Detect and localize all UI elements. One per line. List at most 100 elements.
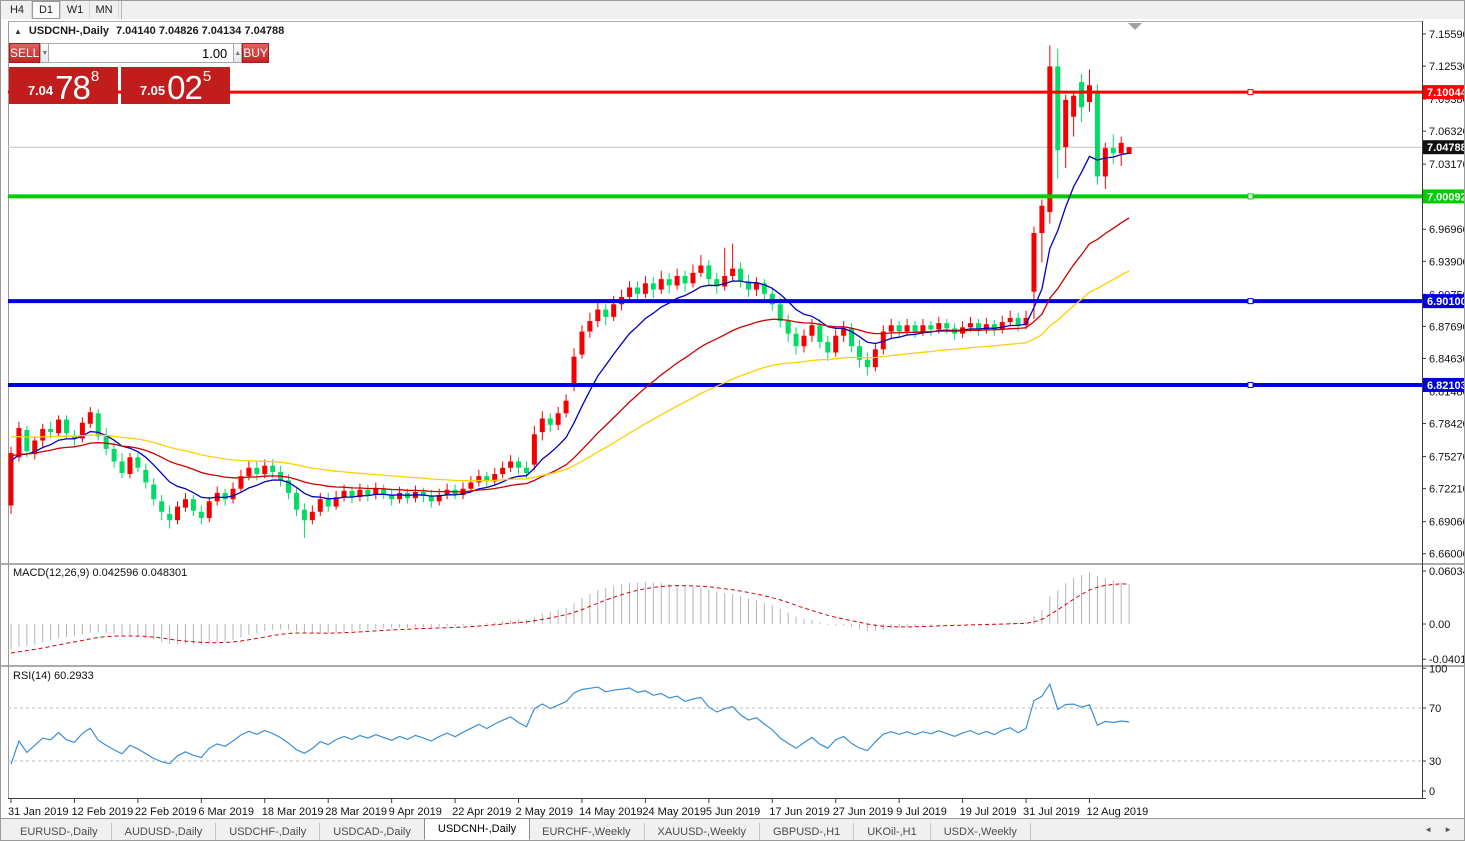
svg-text:22 Feb 2019: 22 Feb 2019: [135, 806, 197, 818]
sell-price-big: 78: [55, 68, 91, 106]
svg-text:6.66000: 6.66000: [1429, 549, 1465, 561]
ma-fast-line: [10, 152, 1130, 500]
buy-price-small: 7.05: [139, 83, 166, 98]
macd-histogram: [10, 571, 1130, 650]
volume-down-icon[interactable]: ▼: [40, 43, 50, 63]
svg-text:100: 100: [1429, 663, 1447, 675]
svg-text:19 Jul 2019: 19 Jul 2019: [960, 806, 1017, 818]
volume-input[interactable]: [49, 43, 234, 63]
svg-text:7.04788: 7.04788: [1427, 142, 1465, 154]
chart-tab-xauusd-weekly[interactable]: XAUUSD-,Weekly: [645, 823, 760, 840]
chart-ohlc: 7.04140 7.04826 7.04134 7.04788: [116, 25, 285, 37]
svg-text:6.96960: 6.96960: [1429, 224, 1465, 236]
chart-tab-usdchf-daily[interactable]: USDCHF-,Daily: [216, 823, 321, 840]
timeframe-button-H4[interactable]: H4: [3, 1, 32, 19]
svg-text:6.82103: 6.82103: [1427, 380, 1465, 392]
autoscroll-marker-icon[interactable]: [1128, 23, 1142, 30]
svg-text:5 Jun 2019: 5 Jun 2019: [706, 806, 760, 818]
timeframe-button-W1[interactable]: W1: [61, 1, 90, 19]
line-drag-handle[interactable]: [1247, 381, 1254, 388]
line-drag-handle[interactable]: [1247, 193, 1254, 200]
svg-text:6 Mar 2019: 6 Mar 2019: [198, 806, 254, 818]
svg-text:2 May 2019: 2 May 2019: [516, 806, 573, 818]
svg-text:31 Jan 2019: 31 Jan 2019: [8, 806, 69, 818]
svg-text:6.93900: 6.93900: [1429, 256, 1465, 268]
chart-tab-usdcnh-daily[interactable]: USDCNH-,Daily: [423, 818, 531, 840]
chart-tab-eurusd-daily[interactable]: EURUSD-,Daily: [7, 823, 112, 840]
svg-text:7.10044: 7.10044: [1427, 87, 1465, 99]
one-click-trading-widget: SELL ▼ ▲ BUY 7.04 78 8 7.05 02 5: [9, 43, 269, 104]
chart-canvas[interactable]: 7.155907.125307.093807.063207.031707.001…: [1, 19, 1465, 821]
time-axis[interactable]: 31 Jan 2019 12 Feb 2019 22 Feb 2019 6 Mar 2…: [8, 798, 1148, 818]
tab-scroll-right-icon[interactable]: ►: [1444, 825, 1452, 834]
svg-text:0.00: 0.00: [1429, 619, 1450, 631]
level-price-badge: [1423, 85, 1464, 100]
tab-scroll-left-icon[interactable]: ◄: [1424, 825, 1433, 834]
buy-price-box[interactable]: 7.05 02 5: [121, 67, 230, 104]
svg-text:6.78420: 6.78420: [1429, 419, 1465, 431]
svg-text:12 Feb 2019: 12 Feb 2019: [71, 806, 133, 818]
svg-text:0: 0: [1429, 786, 1435, 798]
svg-text:7.00092: 7.00092: [1427, 191, 1465, 203]
macd-signal-line: [10, 583, 1130, 654]
panel-splitter: [1, 563, 1464, 565]
buy-price-big: 02: [167, 68, 203, 106]
chart-title: USDCNH-,Daily: [28, 25, 109, 37]
chart-tab-usdcad-daily[interactable]: USDCAD-,Daily: [320, 823, 425, 840]
timeframe-button-D1[interactable]: D1: [32, 1, 61, 19]
volume-up-icon[interactable]: ▲: [233, 43, 243, 63]
buy-button[interactable]: BUY: [242, 43, 269, 63]
level-price-badge: [1423, 294, 1464, 309]
ma-medium-line: [10, 217, 1130, 493]
svg-text:24 May 2019: 24 May 2019: [642, 806, 706, 818]
svg-text:9 Jul 2019: 9 Jul 2019: [896, 806, 947, 818]
svg-text:0.060343: 0.060343: [1429, 566, 1465, 578]
ma-slow-line: [10, 270, 1130, 482]
rsi-line: [10, 682, 1130, 765]
level-price-badge: [1423, 189, 1464, 204]
timeframe-button-MN[interactable]: MN: [90, 1, 119, 19]
chart-tab-audusd-daily[interactable]: AUDUSD-,Daily: [112, 823, 217, 840]
chart-tab-bar: EURUSD-,Daily AUDUSD-,Daily USDCHF-,Daily U…: [1, 818, 1464, 840]
buy-price-sup: 5: [202, 68, 212, 85]
macd-indicator-label: MACD(12,26,9) 0.042596 0.048301: [13, 567, 188, 579]
svg-text:12 Aug 2019: 12 Aug 2019: [1086, 806, 1148, 818]
line-drag-handle[interactable]: [1247, 89, 1254, 96]
toolbar-separator: [121, 1, 122, 19]
svg-text:31 Jul 2019: 31 Jul 2019: [1023, 806, 1080, 818]
svg-text:70: 70: [1429, 703, 1441, 715]
sell-price-box[interactable]: 7.04 78 8: [9, 67, 118, 104]
collapse-panel-icon[interactable]: ▲: [14, 26, 22, 36]
svg-text:27 Jun 2019: 27 Jun 2019: [833, 806, 894, 818]
chart-tab-usdx-weekly[interactable]: USDX-,Weekly: [931, 823, 1031, 840]
tab-scroll-arrows: ◄ ►: [1424, 819, 1464, 840]
svg-text:14 May 2019: 14 May 2019: [579, 806, 643, 818]
svg-text:28 Mar 2019: 28 Mar 2019: [325, 806, 387, 818]
svg-text:6.75270: 6.75270: [1429, 452, 1465, 464]
svg-text:6.84630: 6.84630: [1429, 353, 1465, 365]
chart-tab-eurchf-weekly[interactable]: EURCHF-,Weekly: [529, 823, 645, 840]
svg-text:7.15590: 7.15590: [1429, 29, 1465, 41]
svg-text:6.90100: 6.90100: [1427, 296, 1465, 308]
sell-price-small: 7.04: [27, 83, 54, 98]
current-price-badge: [1423, 140, 1464, 155]
timeframe-toolbar: H4 D1 W1 MN: [1, 1, 1464, 20]
svg-text:7.12530: 7.12530: [1429, 61, 1465, 73]
line-drag-handle[interactable]: [1247, 298, 1254, 305]
sell-button[interactable]: SELL: [9, 43, 41, 63]
level-price-badge: [1423, 377, 1464, 392]
svg-text:7.06320: 7.06320: [1429, 126, 1465, 138]
chart-tab-ukoil-h1[interactable]: UKOil-,H1: [854, 823, 931, 840]
chart-background: [1, 19, 1464, 821]
chart-tab-gbpusd-h1[interactable]: GBPUSD-,H1: [760, 823, 855, 840]
chart-header: ▲ USDCNH-,Daily 7.04140 7.04826 7.04134 …: [14, 25, 284, 37]
svg-text:-0.040136: -0.040136: [1429, 654, 1465, 666]
svg-text:7.03170: 7.03170: [1429, 159, 1465, 171]
svg-text:30: 30: [1429, 756, 1441, 768]
rsi-indicator-label: RSI(14) 60.2933: [13, 670, 94, 682]
svg-text:6.69060: 6.69060: [1429, 517, 1465, 529]
svg-text:6.72210: 6.72210: [1429, 484, 1465, 496]
panel-splitter: [1, 665, 1464, 667]
sell-price-sup: 8: [90, 68, 100, 85]
